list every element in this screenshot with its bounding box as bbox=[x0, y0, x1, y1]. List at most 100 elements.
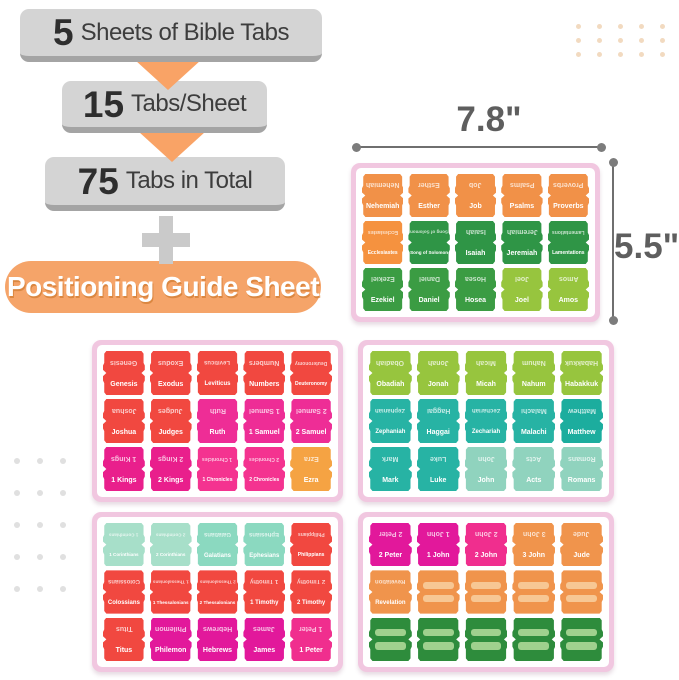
positioning-guide-label: Positioning Guide Sheet bbox=[6, 271, 320, 302]
bible-tab-ezra: Ezra Ezra bbox=[290, 447, 332, 491]
tab-label-mirrored: Haggai bbox=[426, 406, 450, 414]
bible-tab-jeremiah: Jeremiah Jeremiah bbox=[501, 221, 543, 264]
tab-label-mirrored: Nehemiah bbox=[365, 181, 400, 189]
tab-bottom-half: Revelation bbox=[369, 592, 412, 614]
bible-tab-blank bbox=[416, 617, 460, 661]
bible-tab-zephaniah: Zephaniah Zephaniah bbox=[369, 399, 412, 443]
tab-top-half: Hosea bbox=[455, 268, 496, 290]
tab-label-mirrored: Romans bbox=[567, 454, 596, 462]
tab-label-mirrored: Jeremiah bbox=[506, 228, 538, 236]
decorative-dot bbox=[60, 490, 66, 496]
tab-top-half: Romans bbox=[560, 447, 603, 469]
tab-label: Esther bbox=[418, 202, 440, 210]
tab-label: 1 Peter bbox=[299, 646, 323, 654]
bible-tab-titus: Titus Titus bbox=[103, 617, 145, 661]
decorative-dot bbox=[597, 52, 602, 57]
bible-tab-colossians: Colossians Colossians bbox=[103, 570, 145, 614]
bible-tab-judges: Judges Judges bbox=[149, 399, 192, 443]
tab-bottom-half: 2 Thessalonians bbox=[197, 592, 239, 614]
bible-tab-leviticus: Leviticus Leviticus bbox=[196, 351, 239, 395]
tab-label-mirrored: 2 Timothy bbox=[296, 578, 326, 585]
tab-top-half: Zechariah bbox=[465, 399, 508, 421]
tab-label-mirrored: Zephaniah bbox=[375, 407, 406, 413]
tab-bottom-half: 1 Kings bbox=[103, 469, 145, 491]
blank-write-in-bar bbox=[566, 581, 597, 589]
bible-tab-2-john: 2 John 2 John bbox=[464, 523, 508, 567]
tab-row: Mark Mark Luke Luke John John Acts Acts Romans Ro… bbox=[369, 447, 603, 491]
bible-tab-obadiah: Obadiah Obadiah bbox=[369, 351, 412, 395]
tab-top-half bbox=[560, 570, 603, 592]
tab-bottom-half: 2 Corinthians bbox=[150, 545, 192, 567]
tab-top-half: 2 Kings bbox=[150, 447, 192, 469]
tab-label-mirrored: Galatians bbox=[203, 530, 231, 537]
bible-tab-blank bbox=[369, 617, 412, 661]
bible-tab-mark: Mark Mark bbox=[369, 447, 412, 491]
bible-tab-blank bbox=[512, 570, 556, 614]
tab-label: Zechariah bbox=[471, 429, 501, 435]
bible-tab-lamentations: Lamentations Lamentations bbox=[547, 221, 590, 264]
decorative-dot bbox=[597, 24, 602, 29]
tab-top-half: Ezra bbox=[290, 447, 332, 469]
tab-sheet-genesis-to-ezra: Genesis Genesis Exodus Exodus Leviticus Levit… bbox=[92, 340, 343, 502]
decorative-dot bbox=[576, 52, 581, 57]
decorative-dot bbox=[14, 522, 20, 528]
tab-top-half: Joel bbox=[501, 268, 542, 290]
decorative-dot bbox=[37, 490, 43, 496]
decorative-dot bbox=[37, 522, 43, 528]
bible-tab-malachi: Malachi Malachi bbox=[512, 399, 556, 443]
bible-tab-blank bbox=[560, 570, 603, 614]
tab-top-half: 1 Chronicles bbox=[197, 447, 239, 469]
tab-bottom-half: Mark bbox=[369, 469, 412, 491]
tab-bottom-half bbox=[512, 639, 555, 661]
tab-top-half: Acts bbox=[512, 447, 555, 469]
tab-top-half bbox=[512, 570, 555, 592]
tab-label-mirrored: Daniel bbox=[418, 275, 440, 283]
bible-tab-esther: Esther Esther bbox=[408, 174, 450, 217]
tab-label: 2 Thessalonians bbox=[199, 599, 236, 605]
tab-bottom-half: Isaiah bbox=[455, 243, 496, 265]
bible-tab-galatians: Galatians Galatians bbox=[196, 523, 239, 567]
tab-label-mirrored: Philemon bbox=[154, 624, 187, 632]
tab-bottom-half: Nahum bbox=[512, 373, 555, 395]
tab-row: Genesis Genesis Exodus Exodus Leviticus Levit… bbox=[103, 351, 332, 395]
decorative-dot bbox=[639, 24, 644, 29]
tab-row: Titus Titus Philemon Philemon Hebrews Hebrews… bbox=[103, 617, 332, 661]
tab-label-mirrored: Acts bbox=[526, 454, 542, 462]
tab-bottom-half: 1 Thessalonians bbox=[150, 592, 192, 614]
bible-tab-acts: Acts Acts bbox=[512, 447, 556, 491]
tab-bottom-half bbox=[417, 639, 460, 661]
tab-bottom-half: Proverbs bbox=[548, 196, 589, 218]
tab-label-mirrored: Malachi bbox=[520, 406, 547, 414]
tab-bottom-half bbox=[369, 639, 412, 661]
tab-label: Isaiah bbox=[465, 249, 486, 257]
decorative-dot bbox=[37, 586, 43, 592]
tab-sheet-obadiah-to-romans: Obadiah Obadiah Jonah Jonah Micah Micah Nahum N… bbox=[358, 340, 614, 502]
decorative-dot bbox=[576, 24, 581, 29]
blank-write-in-bar bbox=[422, 642, 454, 650]
tab-label: Joshua bbox=[111, 428, 137, 436]
sheet-count-number: 5 bbox=[53, 12, 74, 53]
tab-row: Ezekiel Ezekiel Daniel Daniel Hosea Hosea Joel… bbox=[362, 268, 590, 312]
tab-label-mirrored: 1 Samuel bbox=[248, 406, 280, 414]
bible-tab-habakkuk: Habakkuk Habakkuk bbox=[560, 351, 603, 395]
tab-bottom-half: 2 Kings bbox=[150, 469, 192, 491]
tab-bottom-half: Jonah bbox=[417, 373, 460, 395]
tab-top-half: Revelation bbox=[369, 570, 412, 592]
tab-bottom-half bbox=[465, 592, 508, 614]
tab-label: 1 Chronicles bbox=[202, 476, 233, 483]
tab-bottom-half: Nehemiah bbox=[362, 196, 403, 218]
plus-icon bbox=[142, 216, 190, 264]
tab-bottom-half: Daniel bbox=[408, 290, 449, 312]
sheet-inner: Nehemiah Nehemiah Esther Esther Job Job Psalms… bbox=[356, 168, 595, 317]
tab-label: Luke bbox=[430, 476, 447, 484]
bible-tab-blank bbox=[464, 570, 508, 614]
tab-label: 2 Kings bbox=[158, 476, 184, 484]
tab-top-half: Isaiah bbox=[455, 221, 496, 243]
tab-sheet-1corinthians-to-1peter: 1 Corinthians 1 Corinthians 2 Corinthians 2… bbox=[92, 512, 343, 672]
bible-tab-1-kings: 1 Kings 1 Kings bbox=[103, 447, 145, 491]
tab-row: Joshua Joshua Judges Judges Ruth Ruth 1 Samuel… bbox=[103, 399, 332, 443]
tab-top-half bbox=[417, 618, 460, 640]
tab-top-half: Luke bbox=[417, 447, 460, 469]
step-box-sheet-count: 5 Sheets of Bible Tabs bbox=[20, 9, 322, 62]
tab-bottom-half: Acts bbox=[512, 469, 555, 491]
